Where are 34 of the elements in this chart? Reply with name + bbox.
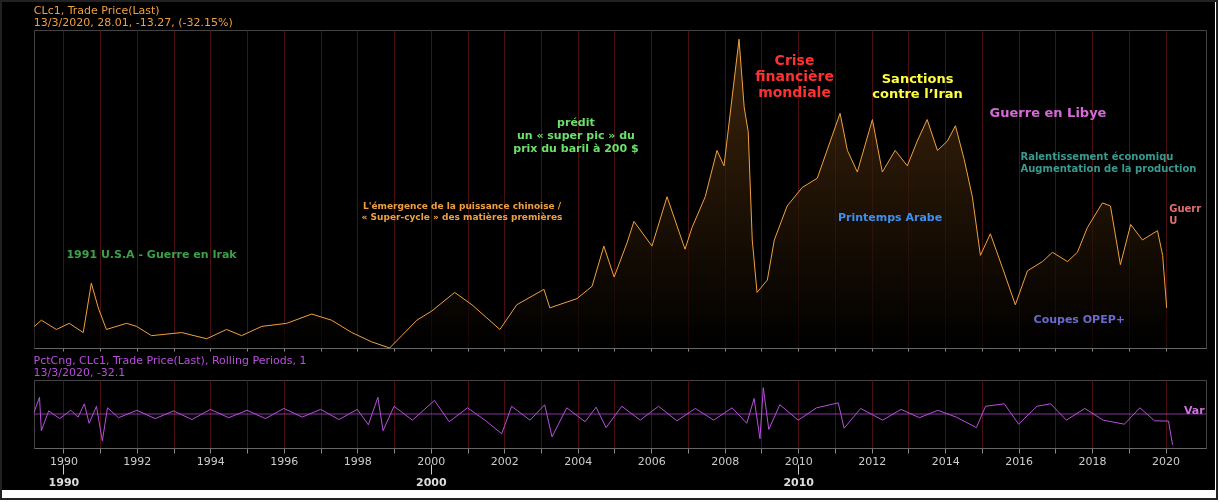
x2-tick-label: 1990 <box>48 475 80 489</box>
x2-tick-label: 2010 <box>783 475 815 489</box>
x-tick-label: 2018 <box>1078 454 1107 468</box>
x2-tick-label: 2000 <box>415 475 447 489</box>
x-tick-label: 1998 <box>343 454 372 468</box>
chart-title: CLc1, Trade Price(Last) <box>33 4 160 17</box>
x-tick-label: 2004 <box>564 454 593 468</box>
annotation: Ralentissement économiqu Augmentation de la production <box>1020 150 1197 174</box>
chart-title: PctCng, CLc1, Trade Price(Last), Rolling Periods, 1 <box>33 354 307 367</box>
annotation: Guerr U <box>1169 203 1202 227</box>
x-tick-label: 2014 <box>931 454 960 468</box>
chart-subtitle: 13/3/2020, 28.01, -13.27, (-32.15%) <box>33 16 233 29</box>
annotation: Sanctions contre l’Iran <box>872 71 963 102</box>
x-tick-label: 2008 <box>711 454 740 468</box>
annotation: 1991 U.S.A - Guerre en Irak <box>66 248 238 262</box>
annotation: Crise financière mondiale <box>755 51 834 100</box>
annotation: Printemps Arabe <box>837 211 943 225</box>
x-tick-label: 1992 <box>123 454 152 468</box>
annotation: prédit un « super pic » du prix du baril à 200 $ <box>513 115 639 155</box>
x-tick-label: 2000 <box>417 454 446 468</box>
x-tick-label: 2020 <box>1152 454 1181 468</box>
annotation: Var <box>1183 403 1206 417</box>
annotation: L'émergence de la puissance chinoise / « Super-cycle » des matières premières <box>361 200 563 222</box>
annotation: Guerre en Libye <box>989 105 1107 121</box>
x-tick-label: 1990 <box>49 454 78 468</box>
x-tick-label: 2002 <box>490 454 519 468</box>
x-tick-label: 2016 <box>1005 454 1034 468</box>
annotation: Coupes OPEP+ <box>1033 313 1125 327</box>
x-tick-label: 2006 <box>637 454 666 468</box>
chart-subtitle: 13/3/2020, -32.1 <box>33 366 126 379</box>
x-tick-label: 1996 <box>270 454 299 468</box>
x-tick-label: 2010 <box>784 454 813 468</box>
x-tick-label: 1994 <box>196 454 225 468</box>
x-tick-label: 2012 <box>858 454 887 468</box>
